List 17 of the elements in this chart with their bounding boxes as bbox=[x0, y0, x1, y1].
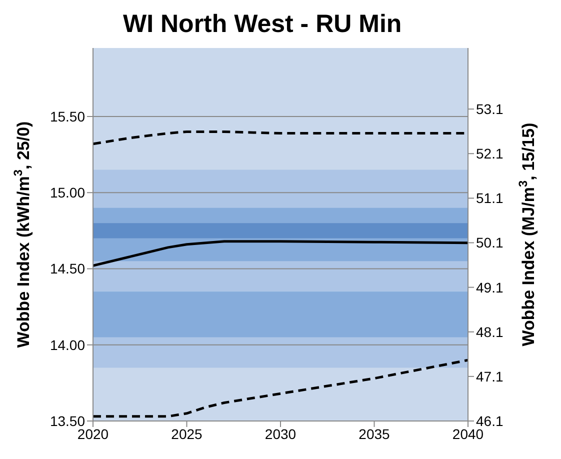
y2-tick-label: 53.1 bbox=[476, 101, 504, 118]
chart-title: WI North West - RU Min bbox=[123, 10, 402, 39]
y2-tick-label: 50.1 bbox=[476, 234, 504, 251]
y2-tick-label: 47.1 bbox=[476, 368, 504, 384]
y2-tick-label: 51.1 bbox=[476, 190, 504, 206]
line-series bbox=[93, 358, 468, 418]
y2-tick-label: 52.1 bbox=[476, 146, 504, 162]
line-series bbox=[93, 240, 468, 267]
y-tick-label: 14.50 bbox=[50, 260, 86, 277]
x-tick-label: 2035 bbox=[358, 426, 390, 442]
y-tick-label: 14.00 bbox=[50, 336, 86, 353]
x-tick-label: 2025 bbox=[171, 426, 203, 442]
y2-tick-label: 49.1 bbox=[476, 279, 504, 296]
y2-tick-label: 48.1 bbox=[476, 324, 504, 340]
y-tick-label: 15.50 bbox=[50, 108, 86, 124]
x-tick-label: 2030 bbox=[264, 426, 296, 442]
y-tick-label: 15.00 bbox=[50, 184, 86, 201]
